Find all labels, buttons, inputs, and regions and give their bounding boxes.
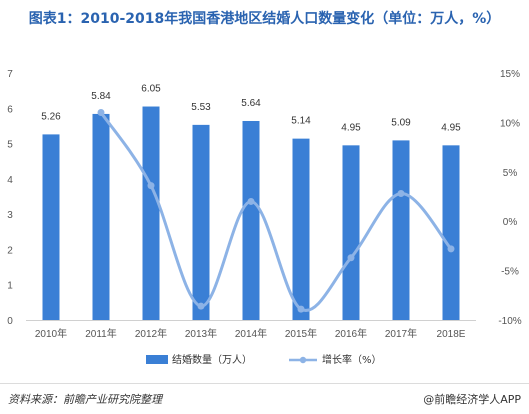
x-tick-label: 2012年	[135, 327, 167, 340]
bar	[242, 120, 260, 320]
y-left-tick-label: 2	[7, 245, 13, 256]
bar-series: 5.26 5.84 6.05 5.53 5.64 5.14 4.95 5.09 4.95	[26, 84, 476, 321]
y-left-tick-label: 7	[7, 69, 13, 80]
x-tick-label: 2016年	[335, 327, 367, 340]
bar-data-label: 5.26	[41, 111, 61, 122]
y-left-tick-label: 3	[7, 210, 13, 221]
y-right-tick-label: 15%	[500, 69, 520, 80]
x-tick-label: 2017年	[385, 327, 417, 340]
y-right-tick-label: 0%	[503, 217, 518, 228]
legend-bar-swatch	[146, 355, 168, 364]
y-left-tick-label: 4	[7, 175, 13, 186]
bar	[92, 113, 110, 320]
y-right-tick-label: -10%	[498, 316, 521, 327]
bar-data-label: 5.14	[291, 116, 311, 127]
bar-data-label: 5.84	[91, 91, 111, 102]
bar	[392, 140, 410, 320]
y-right-tick-label: -5%	[501, 267, 519, 278]
y-left-tick-label: 0	[7, 316, 13, 327]
bar-data-label: 4.95	[341, 122, 361, 133]
bar	[192, 124, 210, 321]
bar-data-label: 5.64	[241, 98, 261, 109]
growth-rate-point	[447, 245, 455, 253]
x-axis: 2010年 2011年 2012年 2013年 2014年 2015年 2016年 2017年…	[35, 327, 466, 340]
x-tick-label: 2013年	[185, 327, 217, 340]
x-tick-label: 2010年	[35, 327, 67, 340]
y-left-tick-label: 6	[7, 104, 13, 115]
line-series	[97, 109, 455, 313]
bar	[342, 145, 360, 320]
legend-line-label: 增长率（%）	[322, 353, 382, 366]
source-note: 资料来源：前瞻产业研究院整理	[8, 393, 162, 406]
x-tick-label: 2014年	[235, 327, 267, 340]
bar	[142, 106, 160, 321]
legend-line-marker	[299, 356, 307, 364]
bar-data-label: 6.05	[141, 84, 161, 95]
bar	[42, 134, 60, 320]
growth-rate-point	[347, 254, 355, 262]
legend-bar-label: 结婚数量（万人）	[172, 353, 252, 366]
x-tick-label: 2018E	[437, 329, 466, 340]
x-tick-label: 2015年	[285, 327, 317, 340]
growth-rate-point	[147, 182, 155, 190]
bar-data-label: 5.53	[191, 102, 211, 113]
bar-data-label: 5.09	[391, 117, 411, 128]
growth-rate-point	[97, 109, 105, 117]
x-tick-label: 2011年	[85, 327, 117, 340]
footer: 资料来源：前瞻产业研究院整理 @前瞻经济学人APP	[0, 383, 529, 414]
y-left-tick-label: 5	[7, 140, 13, 151]
growth-rate-point	[197, 302, 205, 310]
bar	[442, 145, 460, 320]
y-right-tick-label: 5%	[503, 168, 518, 179]
brand-credit: @前瞻经济学人APP	[423, 393, 521, 406]
growth-rate-point	[397, 190, 405, 198]
legend: 结婚数量（万人） 增长率（%）	[146, 353, 382, 366]
y-left-tick-label: 1	[7, 281, 13, 292]
right-axis: -10% -5% 0% 5% 10% 15%	[498, 69, 521, 327]
bar	[292, 138, 310, 320]
bar-data-label: 4.95	[441, 122, 461, 133]
growth-rate-point	[297, 305, 305, 313]
left-axis: 0 1 2 3 4 5 6 7	[7, 69, 13, 327]
growth-rate-point	[247, 197, 255, 205]
y-right-tick-label: 10%	[500, 118, 520, 129]
chart-title: 图表1：2010-2018年我国香港地区结婚人口数量变化（单位：万人，%）	[28, 11, 501, 27]
growth-rate-line	[99, 111, 453, 312]
